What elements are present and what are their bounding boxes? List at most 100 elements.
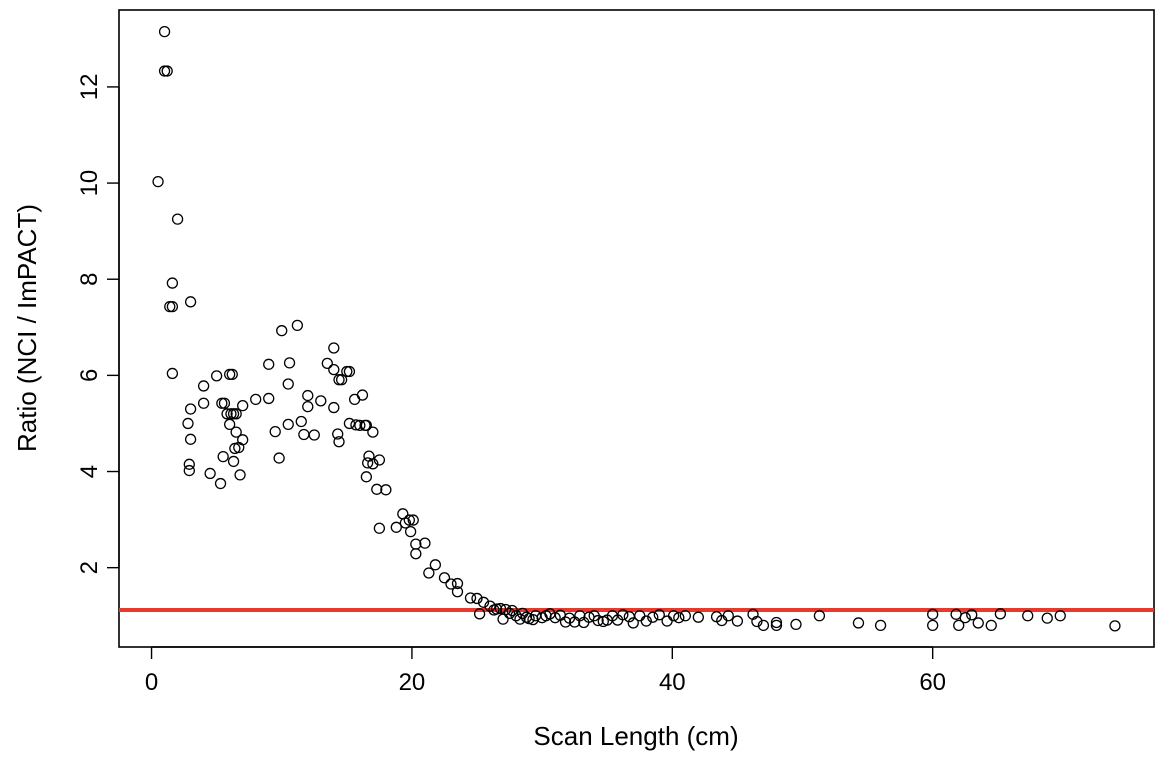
data-point — [182, 417, 194, 430]
data-point — [673, 612, 685, 624]
data-point — [627, 617, 639, 629]
data-point — [373, 454, 386, 466]
data-point — [500, 603, 512, 616]
data-point — [263, 392, 275, 405]
data-point — [328, 401, 340, 414]
data-point — [647, 611, 659, 623]
data-point — [592, 614, 604, 627]
data-point — [477, 596, 490, 608]
data-point — [404, 525, 417, 538]
data-point — [227, 455, 240, 468]
data-point — [321, 357, 333, 370]
data-point — [692, 611, 704, 623]
data-point — [407, 514, 419, 526]
data-point — [184, 296, 197, 308]
data-point — [423, 567, 435, 579]
plot-frame — [118, 9, 1155, 648]
data-point — [362, 457, 374, 469]
data-point — [927, 619, 939, 632]
data-point — [751, 615, 763, 628]
data-point — [308, 429, 320, 441]
data-point — [397, 508, 409, 520]
data-point — [1022, 610, 1034, 622]
data-point — [471, 592, 483, 605]
data-point — [813, 610, 826, 622]
data-point — [667, 610, 680, 622]
data-point — [214, 477, 227, 490]
data-point — [283, 357, 296, 369]
data-point — [269, 425, 281, 438]
data-point — [380, 484, 392, 496]
data-point — [757, 619, 770, 632]
y-tick-label: 6 — [76, 369, 103, 382]
data-point — [640, 615, 652, 627]
x-tick-label: 0 — [145, 669, 158, 696]
data-point — [354, 419, 366, 432]
data-point — [166, 367, 179, 380]
data-point — [210, 370, 223, 382]
data-point — [373, 522, 386, 534]
data-point — [263, 358, 275, 370]
data-point — [221, 408, 233, 420]
data-point — [484, 600, 496, 612]
data-point — [218, 397, 231, 409]
y-tick-label: 10 — [76, 170, 103, 197]
data-point — [166, 300, 179, 313]
data-point — [451, 577, 464, 590]
data-point — [549, 612, 561, 624]
data-point — [770, 619, 783, 632]
data-point — [953, 619, 965, 632]
data-point — [343, 417, 356, 430]
data-point — [332, 428, 344, 440]
data-point — [679, 610, 691, 622]
x-axis-title: Scan Length (cm) — [533, 721, 738, 751]
data-point — [273, 452, 285, 464]
data-point — [302, 389, 314, 402]
data-point — [497, 613, 509, 625]
data-point — [183, 458, 195, 470]
data-point — [197, 397, 210, 409]
data-point — [298, 428, 310, 441]
data-point — [874, 619, 887, 632]
data-point — [770, 616, 783, 629]
data-point — [282, 418, 294, 431]
data-point — [333, 436, 345, 448]
data-point — [371, 483, 383, 495]
data-point — [328, 342, 340, 354]
data-point — [617, 609, 629, 621]
data-point — [158, 25, 171, 38]
y-tick-label: 2 — [76, 561, 103, 574]
y-tick-label: 12 — [76, 74, 103, 101]
data-point — [994, 608, 1007, 620]
data-point — [295, 415, 307, 428]
data-point — [166, 277, 179, 289]
x-tick-label: 20 — [399, 669, 426, 696]
data-point — [445, 578, 457, 590]
y-axis-title: Ratio (NCI / ImPACT) — [12, 204, 42, 452]
data-point — [360, 471, 373, 483]
y-axis: 2 4 6 8 10 12 — [76, 74, 120, 574]
data-point — [473, 608, 486, 620]
data-point — [367, 426, 379, 438]
data-point — [464, 592, 477, 604]
data-point — [1054, 610, 1066, 622]
data-point — [152, 175, 164, 188]
data-point — [722, 610, 734, 622]
data-point — [959, 612, 971, 624]
data-point — [343, 365, 356, 378]
data-point — [403, 514, 415, 526]
data-point — [302, 400, 314, 413]
data-point — [197, 380, 210, 392]
data-point — [360, 419, 373, 432]
data-point — [276, 325, 288, 337]
data-point — [1041, 612, 1053, 624]
data-point — [291, 319, 304, 332]
data-point — [634, 610, 646, 622]
data-point — [363, 450, 375, 462]
data-point — [184, 403, 197, 415]
data-point — [490, 603, 503, 615]
data-point — [356, 389, 369, 401]
data-point — [574, 610, 586, 622]
data-point — [451, 586, 464, 598]
x-tick-label: 40 — [659, 669, 686, 696]
